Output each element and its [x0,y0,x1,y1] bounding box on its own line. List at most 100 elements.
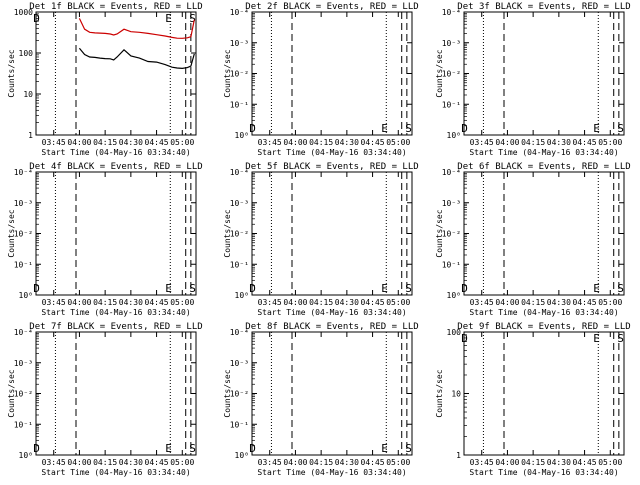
y-tick-label: 10⁻¹ [14,260,33,269]
x-tick-label: 03:45 [258,138,282,147]
event-marker-e: E [165,442,172,455]
y-tick-label: 10⁻² [14,390,33,399]
chart-title: Det 6f BLACK = Events, RED = LLD [457,162,630,172]
x-tick-label: 04:45 [361,298,385,307]
event-marker-d: D [461,122,468,135]
event-marker-e: E [381,442,388,455]
y-tick-label: 10⁰ [19,451,33,460]
chart-title: Det 1f BLACK = Events, RED = LLD [29,2,202,12]
y-tick-label: 1000 [14,8,33,17]
plot-frame [35,171,197,296]
event-marker-d: D [461,282,468,295]
event-marker-e: E [593,332,600,345]
x-tick-label: 05:00 [170,458,194,467]
events-series-line [78,47,195,70]
chart-title: Det 3f BLACK = Events, RED = LLD [457,2,630,12]
event-marker-s: S [189,442,196,455]
y-tick-label: 10⁻³ [230,199,249,208]
x-tick-label: 04:15 [309,298,333,307]
x-tick-label: 04:00 [283,138,307,147]
chart-title: Det 9f BLACK = Events, RED = LLD [457,322,630,332]
event-marker-e: E [165,12,172,25]
event-marker-e: E [381,122,388,135]
x-tick-label: 03:45 [470,138,494,147]
x-tick-label: 04:15 [93,298,117,307]
chart-panel-6: Det 6f BLACK = Events, RED = LLD Counts/s… [435,162,631,317]
chart-panel-4: Det 4f BLACK = Events, RED = LLD Counts/s… [7,162,203,317]
x-tick-label: 04:30 [547,298,571,307]
x-axis-label: Start Time (04-May-16 03:34:40) [469,308,618,317]
x-tick-label: 04:15 [309,138,333,147]
y-axis-label: Counts/sec [7,209,16,257]
plot-frame [251,171,413,296]
plot-frame [251,11,413,136]
y-tick-label: 10⁻³ [230,39,249,48]
x-tick-label: 04:00 [283,298,307,307]
x-tick-label: 04:45 [573,138,597,147]
y-tick-label: 10⁻² [230,390,249,399]
plot-frame [35,331,197,456]
y-tick-label: 10 [23,90,33,99]
event-marker-s: S [405,282,412,295]
y-axis-label: Counts/sec [223,49,232,97]
y-tick-label: 10⁰ [235,451,249,460]
x-tick-label: 04:30 [547,458,571,467]
y-axis-label: Counts/sec [435,209,444,257]
x-tick-label: 04:30 [335,138,359,147]
lld-series-line [78,18,195,39]
plot-frame [463,171,625,296]
y-tick-label: 10⁻³ [442,199,461,208]
y-tick-label: 10⁻¹ [14,420,33,429]
event-marker-s: S [405,442,412,455]
event-marker-s: S [617,122,624,135]
y-tick-label: 100 [19,49,34,58]
y-tick-label: 1 [456,451,461,460]
x-tick-label: 04:30 [335,458,359,467]
x-tick-label: 03:45 [42,458,66,467]
x-tick-label: 05:00 [386,298,410,307]
x-tick-label: 04:30 [335,298,359,307]
plot-frame [35,11,197,136]
y-axis-label: Counts/sec [435,369,444,417]
y-tick-label: 10⁻⁴ [442,168,461,177]
x-tick-label: 04:45 [145,138,169,147]
chart-title: Det 2f BLACK = Events, RED = LLD [245,2,418,12]
x-tick-label: 03:45 [258,458,282,467]
x-tick-label: 04:30 [119,298,143,307]
event-marker-s: S [617,282,624,295]
y-tick-label: 10⁻³ [230,359,249,368]
x-tick-label: 03:45 [470,298,494,307]
chart-panel-3: Det 3f BLACK = Events, RED = LLD Counts/s… [435,2,631,157]
x-tick-label: 04:15 [521,298,545,307]
x-axis-label: Start Time (04-May-16 03:34:40) [41,148,190,157]
y-tick-label: 10⁻² [442,70,461,79]
x-tick-label: 03:45 [470,458,494,467]
x-tick-label: 05:00 [386,138,410,147]
y-tick-label: 10⁰ [235,291,249,300]
plot-frame [251,331,413,456]
y-tick-label: 10⁻¹ [442,260,461,269]
y-tick-label: 10 [451,390,461,399]
y-tick-label: 10⁻³ [442,39,461,48]
x-tick-label: 04:15 [93,138,117,147]
y-tick-label: 10⁻² [14,230,33,239]
x-tick-label: 04:00 [495,458,519,467]
y-tick-label: 10⁻⁴ [230,168,249,177]
x-axis-label: Start Time (04-May-16 03:34:40) [469,468,618,477]
chart-panel-5: Det 5f BLACK = Events, RED = LLD Counts/s… [223,162,419,317]
y-axis-label: Counts/sec [7,49,16,97]
y-tick-label: 10⁻¹ [230,100,249,109]
event-marker-d: D [33,12,40,25]
x-tick-label: 04:45 [361,138,385,147]
y-tick-label: 10⁻³ [14,199,33,208]
plot-frame [463,331,625,456]
chart-panel-7: Det 7f BLACK = Events, RED = LLD Counts/s… [7,322,203,477]
y-tick-label: 10⁰ [19,291,33,300]
y-tick-label: 10⁻² [230,230,249,239]
x-tick-label: 04:00 [283,458,307,467]
chart-panel-1: Det 1f BLACK = Events, RED = LLD Counts/s… [7,2,203,157]
x-tick-label: 05:00 [170,138,194,147]
x-tick-label: 03:45 [42,298,66,307]
